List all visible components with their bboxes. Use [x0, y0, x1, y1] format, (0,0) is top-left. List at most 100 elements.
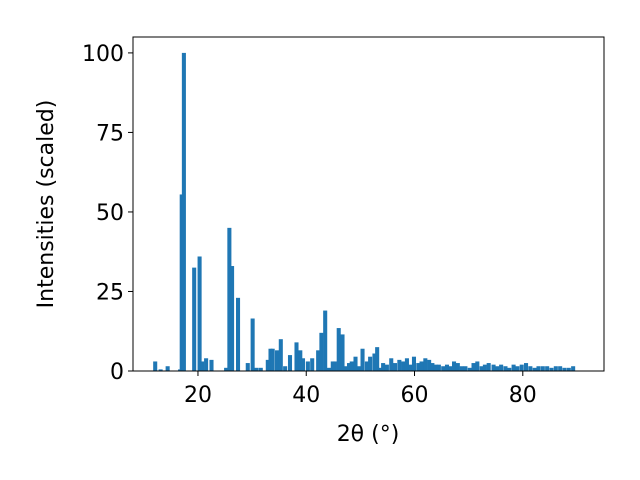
- y-axis-ticks: 0 25 50 75 100: [82, 42, 133, 385]
- bar: [336, 328, 341, 371]
- bar: [165, 366, 170, 371]
- bar: [441, 366, 446, 371]
- bar: [411, 356, 417, 371]
- bar: [528, 366, 533, 371]
- bar: [181, 52, 186, 372]
- bar: [153, 361, 158, 371]
- bar: [274, 350, 280, 371]
- bar: [416, 363, 421, 371]
- bar: [245, 363, 250, 371]
- bar: [364, 361, 369, 371]
- bar: [419, 361, 424, 371]
- bar: [192, 267, 197, 371]
- bar: [495, 366, 500, 371]
- bar: [179, 194, 184, 371]
- bar: [427, 359, 432, 371]
- bar: [340, 334, 345, 371]
- bar: [323, 310, 328, 371]
- bar: [230, 266, 235, 371]
- bar: [357, 366, 362, 371]
- y-tick-label: 25: [96, 280, 124, 305]
- bar: [549, 367, 554, 371]
- y-tick-label: 75: [96, 121, 124, 146]
- bar: [503, 366, 508, 371]
- bar: [459, 366, 464, 371]
- x-tick-label: 80: [509, 383, 537, 408]
- bar: [430, 363, 435, 371]
- bar: [298, 350, 303, 371]
- bar: [455, 363, 460, 371]
- y-tick-label: 100: [82, 42, 124, 67]
- bar: [393, 363, 398, 371]
- bar: [158, 369, 163, 371]
- bar: [433, 364, 438, 371]
- bar: [486, 363, 491, 371]
- bar: [197, 256, 202, 371]
- bar: [360, 348, 365, 371]
- bar: [423, 358, 428, 371]
- bar: [375, 347, 380, 371]
- bar: [319, 332, 324, 371]
- bar: [305, 361, 310, 371]
- bar: [384, 364, 389, 371]
- bar: [294, 342, 299, 371]
- bar: [270, 348, 275, 371]
- bar: [209, 359, 214, 371]
- x-tick-label: 20: [184, 383, 212, 408]
- bar: [283, 366, 288, 371]
- bar: [436, 364, 441, 371]
- bar: [482, 364, 487, 371]
- bar: [343, 366, 348, 371]
- bar: [463, 366, 468, 371]
- bar: [532, 367, 537, 371]
- bar: [200, 361, 205, 371]
- bar: [536, 366, 541, 371]
- x-tick-label: 40: [292, 383, 320, 408]
- bar: [254, 367, 259, 371]
- bar: [372, 353, 377, 371]
- plot-frame: [132, 36, 605, 372]
- bar: [300, 358, 306, 371]
- bar: [515, 366, 520, 371]
- bar: [452, 361, 457, 371]
- bar: [227, 227, 232, 371]
- x-tick-label: 60: [401, 383, 429, 408]
- bar: [408, 364, 413, 371]
- bar: [479, 366, 484, 371]
- bar: [349, 361, 354, 371]
- x-axis-ticks: 20 40 60 80: [184, 371, 537, 408]
- bar: [491, 364, 496, 371]
- bar: [316, 350, 321, 371]
- bar: [287, 355, 293, 371]
- bar: [571, 366, 576, 371]
- bar: [401, 361, 406, 371]
- x-axis-title: 2θ (°): [337, 422, 400, 447]
- bar: [404, 358, 409, 371]
- bar: [268, 348, 273, 371]
- bar: [524, 363, 529, 371]
- bar: [448, 366, 453, 371]
- bar: [499, 364, 504, 371]
- bar: [471, 363, 476, 371]
- bar: [377, 367, 382, 371]
- bar: [511, 364, 516, 371]
- y-tick-label: 50: [96, 201, 124, 226]
- bar: [566, 367, 571, 371]
- bar: [467, 367, 472, 371]
- bar: [353, 356, 358, 371]
- bar: [558, 366, 563, 371]
- bar: [346, 363, 352, 371]
- bar: [278, 339, 283, 371]
- bar: [236, 297, 241, 371]
- bar: [562, 367, 567, 371]
- bar: [310, 358, 315, 371]
- bar: [265, 359, 270, 371]
- bar: [540, 366, 545, 371]
- bar: [332, 361, 337, 371]
- bar: [330, 361, 335, 371]
- bar: [444, 364, 450, 371]
- bar: [507, 367, 512, 371]
- bar: [545, 366, 550, 371]
- bar: [397, 359, 402, 371]
